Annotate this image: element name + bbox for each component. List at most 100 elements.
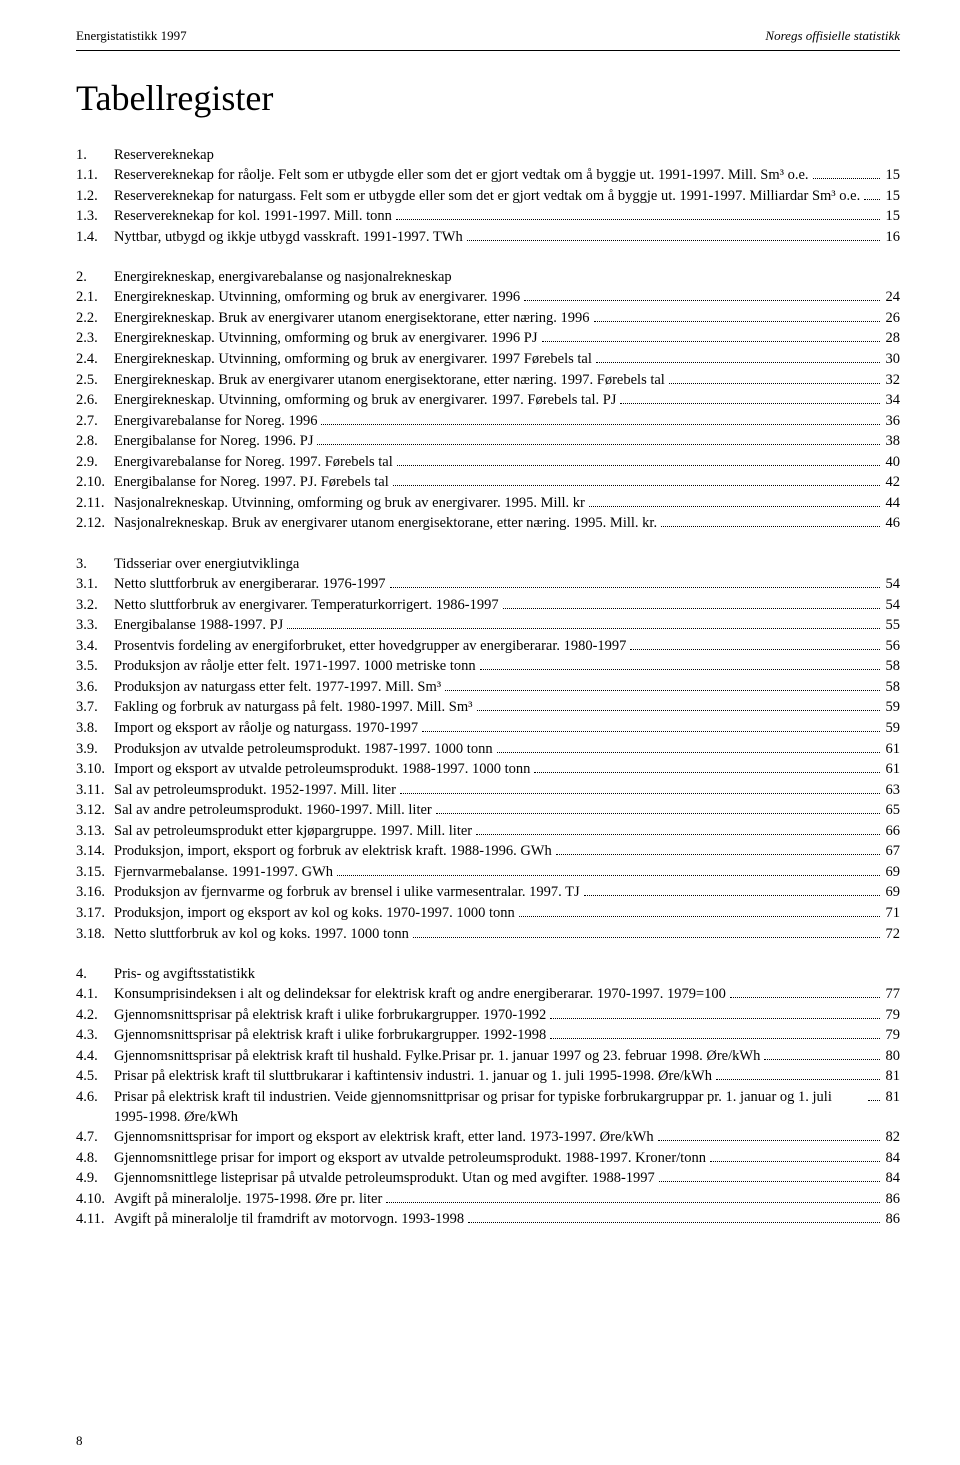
toc-leader-dots bbox=[468, 1222, 879, 1223]
toc-entry-label: Produksjon av fjernvarme og forbruk av b… bbox=[114, 883, 580, 903]
toc-leader-dots bbox=[659, 1181, 880, 1182]
toc-leader-dots bbox=[620, 403, 879, 404]
toc-entry-body: Produksjon av naturgass etter felt. 1977… bbox=[114, 678, 900, 698]
toc-entry: 2.6.Energirekneskap. Utvinning, omformin… bbox=[76, 391, 900, 411]
header-rule bbox=[76, 50, 900, 51]
toc-entry-number: 3.9. bbox=[76, 740, 114, 760]
toc-leader-dots bbox=[317, 444, 879, 445]
toc-leader-dots bbox=[503, 608, 880, 609]
header-left: Energistatistikk 1997 bbox=[76, 28, 187, 44]
toc-entry: 2.4.Energirekneskap. Utvinning, omformin… bbox=[76, 350, 900, 370]
toc-entry-number: 4.9. bbox=[76, 1169, 114, 1189]
toc-entry-body: Fjernvarmebalanse. 1991-1997. GWh69 bbox=[114, 863, 900, 883]
toc-entry-body: Produksjon, import, eksport og forbruk a… bbox=[114, 842, 900, 862]
toc-entry-page: 63 bbox=[884, 781, 901, 801]
toc-entry-body: Nasjonalrekneskap. Utvinning, omforming … bbox=[114, 494, 900, 514]
toc-section-number: 3. bbox=[76, 556, 114, 573]
toc-leader-dots bbox=[497, 752, 880, 753]
toc-leader-dots bbox=[321, 424, 879, 425]
toc-entry-number: 2.4. bbox=[76, 350, 114, 370]
toc-entry: 4.7.Gjennomsnittsprisar for import og ek… bbox=[76, 1128, 900, 1148]
toc-entry-body: Gjennomsnittsprisar på elektrisk kraft t… bbox=[114, 1047, 900, 1067]
toc-entry-page: 44 bbox=[884, 494, 901, 514]
toc-entry-label: Nasjonalrekneskap. Utvinning, omforming … bbox=[114, 494, 585, 514]
toc-entry-body: Sal av petroleumsprodukt. 1952-1997. Mil… bbox=[114, 781, 900, 801]
toc-entry-body: Nasjonalrekneskap. Bruk av energivarer u… bbox=[114, 514, 900, 534]
toc-entry-label: Gjennomsnittsprisar på elektrisk kraft i… bbox=[114, 1006, 546, 1026]
toc-entry-label: Reservereknekap for råolje. Felt som er … bbox=[114, 166, 809, 186]
toc-entry-body: Avgift på mineralolje til framdrift av m… bbox=[114, 1210, 900, 1230]
toc-entry-number: 3.10. bbox=[76, 760, 114, 780]
toc-entry: 3.4.Prosentvis fordeling av energiforbru… bbox=[76, 637, 900, 657]
toc-entry-number: 3.3. bbox=[76, 616, 114, 636]
toc-entry: 1.3.Reservereknekap for kol. 1991-1997. … bbox=[76, 207, 900, 227]
toc-entry-page: 61 bbox=[884, 760, 901, 780]
toc-leader-dots bbox=[630, 649, 879, 650]
header-right: Noregs offisielle statistikk bbox=[765, 28, 900, 44]
toc-entry-number: 3.7. bbox=[76, 698, 114, 718]
toc-leader-dots bbox=[436, 813, 880, 814]
toc-entry-label: Netto sluttforbruk av energiberarar. 197… bbox=[114, 575, 386, 595]
toc-entry: 2.3.Energirekneskap. Utvinning, omformin… bbox=[76, 329, 900, 349]
toc-entry: 2.5.Energirekneskap. Bruk av energivarer… bbox=[76, 371, 900, 391]
toc-entry-number: 3.17. bbox=[76, 904, 114, 924]
toc-entry-body: Gjennomsnittlege prisar for import og ek… bbox=[114, 1149, 900, 1169]
toc-entry-page: 82 bbox=[884, 1128, 901, 1148]
toc-entry-number: 4.10. bbox=[76, 1190, 114, 1210]
toc-leader-dots bbox=[542, 341, 880, 342]
toc-entry: 3.10.Import og eksport av utvalde petrol… bbox=[76, 760, 900, 780]
toc-entry-page: 58 bbox=[884, 678, 901, 698]
toc-section-number: 4. bbox=[76, 966, 114, 983]
toc-leader-dots bbox=[710, 1161, 880, 1162]
toc-entry-page: 54 bbox=[884, 575, 901, 595]
toc-entry-number: 2.2. bbox=[76, 309, 114, 329]
running-header: Energistatistikk 1997 Noregs offisielle … bbox=[76, 28, 900, 44]
toc-leader-dots bbox=[390, 587, 880, 588]
toc-entry-page: 38 bbox=[884, 432, 901, 452]
toc-entry-label: Produksjon, import og eksport av kol og … bbox=[114, 904, 515, 924]
toc-entry: 4.10.Avgift på mineralolje. 1975-1998. Ø… bbox=[76, 1190, 900, 1210]
toc-entry-label: Avgift på mineralolje til framdrift av m… bbox=[114, 1210, 464, 1230]
toc-entry-number: 3.18. bbox=[76, 925, 114, 945]
toc-entry-body: Gjennomsnittsprisar på elektrisk kraft i… bbox=[114, 1026, 900, 1046]
toc-entry-body: Netto sluttforbruk av energiberarar. 197… bbox=[114, 575, 900, 595]
toc-entry-page: 15 bbox=[884, 207, 901, 227]
toc-leader-dots bbox=[386, 1202, 879, 1203]
toc-entry-number: 4.7. bbox=[76, 1128, 114, 1148]
toc-entry: 4.5.Prisar på elektrisk kraft til sluttb… bbox=[76, 1067, 900, 1087]
toc-entry-label: Prisar på elektrisk kraft til industrien… bbox=[114, 1088, 864, 1127]
toc-entry-page: 56 bbox=[884, 637, 901, 657]
toc-entry: 3.7.Fakling og forbruk av naturgass på f… bbox=[76, 698, 900, 718]
toc-entry-page: 81 bbox=[884, 1067, 901, 1087]
toc-entry-number: 2.1. bbox=[76, 288, 114, 308]
toc-entry-label: Produksjon av råolje etter felt. 1971-19… bbox=[114, 657, 476, 677]
toc-entry: 2.8.Energibalanse for Noreg. 1996. PJ38 bbox=[76, 432, 900, 452]
toc-entry-number: 4.6. bbox=[76, 1088, 114, 1108]
toc-entry-label: Energirekneskap. Utvinning, omforming og… bbox=[114, 288, 520, 308]
toc-entry-label: Energibalanse for Noreg. 1996. PJ bbox=[114, 432, 313, 452]
toc-entry-page: 24 bbox=[884, 288, 901, 308]
toc-entry-body: Avgift på mineralolje. 1975-1998. Øre pr… bbox=[114, 1190, 900, 1210]
toc-entry-number: 1.2. bbox=[76, 187, 114, 207]
toc-entry-number: 2.11. bbox=[76, 494, 114, 514]
toc-leader-dots bbox=[584, 895, 880, 896]
toc-entry-label: Reservereknekap for naturgass. Felt som … bbox=[114, 187, 860, 207]
toc-entry-number: 3.4. bbox=[76, 637, 114, 657]
toc-entry-number: 2.3. bbox=[76, 329, 114, 349]
toc-leader-dots bbox=[594, 321, 880, 322]
toc-entry: 2.2.Energirekneskap. Bruk av energivarer… bbox=[76, 309, 900, 329]
toc-leader-dots bbox=[287, 628, 879, 629]
toc-entry-body: Reservereknekap for råolje. Felt som er … bbox=[114, 166, 900, 186]
toc-entry: 3.15.Fjernvarmebalanse. 1991-1997. GWh69 bbox=[76, 863, 900, 883]
toc-entry-body: Gjennomsnittsprisar på elektrisk kraft i… bbox=[114, 1006, 900, 1026]
toc-entry-body: Gjennomsnittlege listeprisar på utvalde … bbox=[114, 1169, 900, 1189]
toc-leader-dots bbox=[550, 1018, 879, 1019]
toc-entry-body: Produksjon av råolje etter felt. 1971-19… bbox=[114, 657, 900, 677]
toc-leader-dots bbox=[716, 1079, 880, 1080]
toc-entry: 4.4.Gjennomsnittsprisar på elektrisk kra… bbox=[76, 1047, 900, 1067]
toc-entry-label: Konsumprisindeksen i alt og delindeksar … bbox=[114, 985, 726, 1005]
toc-entry-page: 79 bbox=[884, 1026, 901, 1046]
toc-entry-page: 58 bbox=[884, 657, 901, 677]
toc-entry-number: 3.6. bbox=[76, 678, 114, 698]
toc-section-number: 1. bbox=[76, 147, 114, 164]
